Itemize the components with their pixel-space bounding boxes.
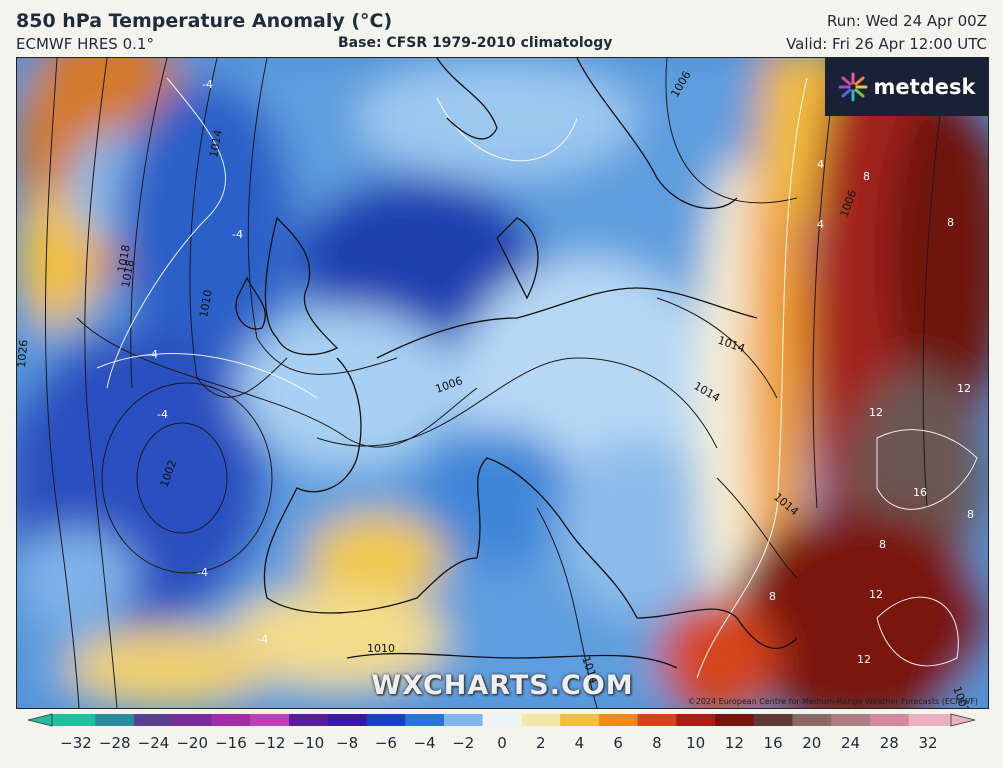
colorbar-segment <box>560 714 600 726</box>
isobars <box>44 58 948 708</box>
logo-text: metdesk <box>873 75 976 99</box>
colorbar-tick-label: −12 <box>253 734 286 752</box>
colorbar-tick-label: 28 <box>879 734 899 752</box>
colorbar-tick-label: 20 <box>802 734 822 752</box>
colorbar-segment <box>521 714 561 726</box>
isobar-label: 1018 <box>119 259 137 289</box>
chart-title: 850 hPa Temperature Anomaly (°C) <box>16 10 393 32</box>
sparkle-burst-icon <box>838 72 868 102</box>
anomaly-label: 4 <box>817 158 824 171</box>
metdesk-logo: metdesk <box>825 58 988 116</box>
colorbar <box>27 713 976 727</box>
colorbar-tick-label: −20 <box>176 734 208 752</box>
colorbar-low-arrow <box>27 713 53 727</box>
colorbar-tick-label: −2 <box>452 734 475 752</box>
colorbar-segment <box>327 714 367 726</box>
colorbar-tick-label: 6 <box>613 734 623 752</box>
anomaly-label: 4 <box>817 218 824 231</box>
colorbar-tick-label: −6 <box>374 734 397 752</box>
colorbar-segment <box>52 714 96 726</box>
colorbar-segment <box>792 714 832 726</box>
colorbar-segment <box>637 714 677 726</box>
valid-time-label: Valid: Fri 26 Apr 12:00 UTC <box>786 35 987 53</box>
colorbar-segment <box>598 714 639 726</box>
colorbar-tick-label: −16 <box>215 734 247 752</box>
anomaly-label: 16 <box>913 486 927 499</box>
colorbar-tick-label: 16 <box>763 734 783 752</box>
colorbar-segment <box>443 714 484 726</box>
colorbar-high-arrow <box>950 713 976 727</box>
colorbar-tick-label: 2 <box>535 734 546 752</box>
colorbar-tick-labels: −32 −28 −24 −20 −16 −12 −10 −8 −6 −4 −2 0 2 4 6 8 10 12 16… <box>0 734 1003 756</box>
colorbar-segment <box>289 714 329 726</box>
colorbar-segment <box>95 714 135 726</box>
base-climatology-label: Base: CFSR 1979-2010 climatology <box>338 35 613 51</box>
anomaly-label: 12 <box>869 406 883 419</box>
anomaly-map[interactable]: 1014 1018 1010 1026 1006 1006 1014 1014 … <box>16 57 989 709</box>
anomaly-label: -4 <box>202 78 213 91</box>
anomaly-contours <box>96 77 978 679</box>
run-time-label: Run: Wed 24 Apr 00Z <box>827 12 987 30</box>
coastlines <box>235 58 798 669</box>
colorbar-tick-label: −28 <box>98 734 131 752</box>
watermark: WXCHARTS.COM <box>371 670 634 701</box>
anomaly-label: 12 <box>869 588 883 601</box>
anomaly-label: 8 <box>879 538 886 551</box>
map-canvas: 1014 1018 1010 1026 1006 1006 1014 1014 … <box>17 58 988 708</box>
colorbar-tick-label: 32 <box>918 734 938 752</box>
colorbar-tick-label: 8 <box>652 734 662 752</box>
colorbar-tick-label: −32 <box>60 734 92 752</box>
anomaly-label: -4 <box>197 566 208 579</box>
colorbar-segment <box>134 714 174 726</box>
colorbar-tick-label: 24 <box>840 734 861 752</box>
model-label: ECMWF HRES 0.1° <box>16 35 154 53</box>
anomaly-label: 12 <box>957 382 971 395</box>
colorbar-tick-label: −8 <box>336 734 359 752</box>
anomaly-label: 12 <box>857 653 871 666</box>
colorbar-tick-label: −24 <box>137 734 170 752</box>
anomaly-label: -4 <box>147 348 158 361</box>
colorbar-segment <box>482 714 522 726</box>
isobar-label: 1018 <box>115 244 133 274</box>
colorbar-segment <box>715 714 755 726</box>
colorbar-segment <box>172 714 213 726</box>
anomaly-label: 8 <box>769 590 776 603</box>
colorbar-segment <box>250 714 290 726</box>
colorbar-segment <box>831 714 871 726</box>
colorbar-tick-label: 4 <box>574 734 585 752</box>
colorbar-tick-label: 0 <box>497 734 507 752</box>
anomaly-label: 8 <box>967 508 974 521</box>
isobar-label: 1010 <box>197 289 215 319</box>
colorbar-segment <box>366 714 406 726</box>
colorbar-segment <box>405 714 445 726</box>
anomaly-label: -4 <box>232 228 243 241</box>
colorbar-segment <box>676 714 716 726</box>
colorbar-segment <box>211 714 251 726</box>
colorbar-tick-label: −10 <box>292 734 325 752</box>
colorbar-segment <box>753 714 793 726</box>
isobar-label: 1010 <box>367 642 395 655</box>
isobar-label: 1026 <box>17 339 30 368</box>
anomaly-label: 8 <box>947 216 954 229</box>
colorbar-tick-label: 10 <box>686 734 706 752</box>
anomaly-label: -4 <box>157 408 168 421</box>
copyright-notice: ©2024 European Centre for Medium-Range W… <box>687 697 978 706</box>
anomaly-label: -4 <box>257 633 268 646</box>
anomaly-labels: -4 -4 -4 -4 -4 -4 4 4 8 8 12 12 12 16 8 … <box>147 78 974 666</box>
anomaly-shading <box>17 58 988 708</box>
colorbar-tick-label: 12 <box>724 734 744 752</box>
anomaly-label: 8 <box>863 170 870 183</box>
colorbar-tick-label: −4 <box>413 734 436 752</box>
isobar-label: 1014 <box>207 129 225 159</box>
colorbar-segment <box>869 714 910 726</box>
colorbar-segment <box>908 714 952 726</box>
